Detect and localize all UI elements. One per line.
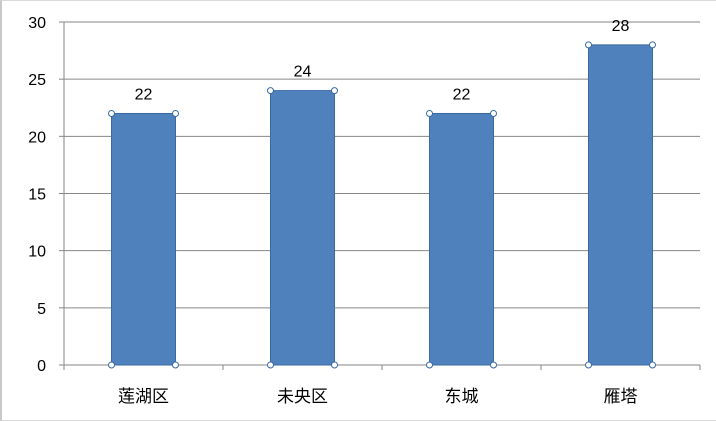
y-tick-label: 30 [28,15,46,32]
bar[interactable] [429,112,494,366]
y-tick-label: 20 [28,129,46,146]
selection-handle[interactable] [649,361,656,369]
selection-handle[interactable] [331,87,338,95]
y-tick-label: 0 [37,358,46,375]
selection-handle[interactable] [267,87,274,95]
y-tick-label: 15 [28,187,46,204]
data-labels: 22 24 22 28 [135,18,630,104]
bar[interactable] [588,44,653,366]
selection-handle[interactable] [108,361,115,369]
selection-handle[interactable] [426,361,433,369]
data-label: 24 [294,64,312,81]
selection-handle[interactable] [649,41,656,49]
bar[interactable] [111,112,176,366]
data-label: 28 [612,18,630,35]
data-label: 22 [135,86,153,103]
x-tick-label: 东城 [445,387,479,407]
x-tick-label: 雁塔 [604,387,638,407]
bar[interactable] [270,90,335,366]
selection-handle[interactable] [172,361,179,369]
selection-handle[interactable] [331,361,338,369]
selection-handle[interactable] [108,109,115,117]
selection-handle[interactable] [490,109,497,117]
selection-handle[interactable] [585,41,592,49]
y-tick-label: 5 [37,301,46,318]
data-label: 22 [453,86,471,103]
x-tick-label: 莲湖区 [118,387,169,407]
selection-handle[interactable] [585,361,592,369]
selection-handle[interactable] [172,109,179,117]
y-tick-label: 10 [28,244,46,261]
selection-handle[interactable] [426,109,433,117]
x-tick-label: 未央区 [277,387,328,407]
selection-handle[interactable] [490,361,497,369]
bars [108,41,656,369]
y-tick-label: 25 [28,72,46,89]
selection-handle[interactable] [267,361,274,369]
